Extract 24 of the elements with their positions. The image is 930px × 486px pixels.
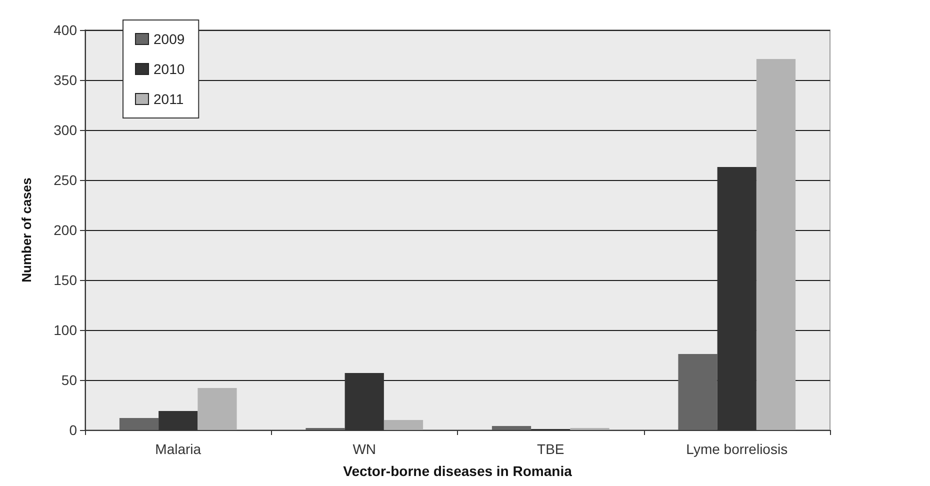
legend-label: 2010 (154, 61, 185, 77)
bar (198, 388, 237, 430)
bar (384, 420, 424, 430)
y-tick-label: 50 (61, 372, 78, 388)
y-tick-label: 300 (54, 122, 78, 138)
y-tick-label: 350 (54, 72, 78, 88)
y-tick-label: 200 (54, 222, 78, 238)
x-tick-label: TBE (537, 441, 564, 457)
y-tick-label: 100 (54, 322, 78, 338)
x-tick-label: Lyme borreliosis (686, 441, 788, 457)
x-tick-label: WN (352, 441, 376, 457)
y-tick-label: 250 (54, 172, 78, 188)
bar (492, 426, 532, 430)
x-axis-title: Vector-borne diseases in Romania (343, 463, 572, 479)
y-tick-label: 150 (54, 272, 78, 288)
bar (756, 59, 796, 430)
legend-label: 2009 (154, 31, 185, 47)
y-tick-label: 0 (69, 422, 78, 438)
legend-label: 2011 (154, 91, 184, 107)
y-axis-title: Number of cases (19, 178, 34, 282)
bar (119, 418, 159, 430)
y-tick-label: 400 (54, 22, 78, 38)
x-tick-label: Malaria (155, 441, 202, 457)
bar (678, 354, 718, 430)
